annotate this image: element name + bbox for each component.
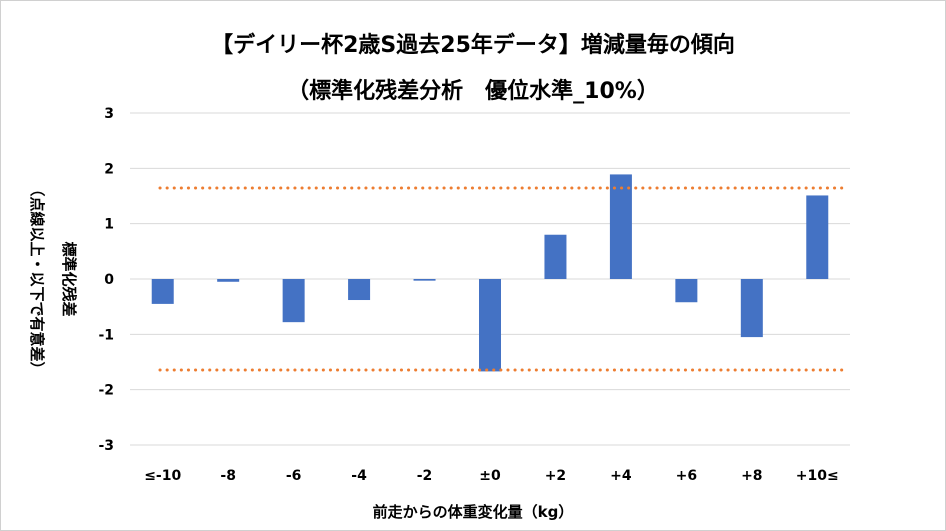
bar-8 [675,279,698,303]
y-tick-label: -1 [98,327,114,343]
x-tick-label: +4 [610,468,632,484]
x-tick-label: ±0 [479,468,501,484]
bar-4 [413,279,436,281]
bar-6 [544,234,567,279]
bar-9 [740,279,763,338]
chart-title: 【デイリー杯2歳S過去25年データ】増減量毎の傾向 [211,32,735,58]
x-tick-label: +2 [545,468,566,484]
x-tick-label: -2 [417,468,433,484]
y-axis-note: （点線以上・以下で有意差） [28,181,46,376]
x-axis-label: 前走からの体重変化量（kg） [373,503,574,521]
y-tick-label: -2 [98,383,114,399]
bar-0 [151,279,174,304]
bar-7 [609,174,632,279]
y-tick-label: 2 [104,161,114,177]
y-axis-label: 標準化残差 [60,241,78,316]
y-tick-label: -3 [98,438,114,454]
bar-5 [479,279,501,372]
y-tick-label: 1 [104,217,114,233]
bar-3 [348,279,371,301]
y-tick-label: 3 [104,106,114,122]
bar-2 [282,279,305,323]
x-tick-label: +10≤ [796,468,839,484]
y-tick-label: 0 [104,272,114,288]
chart-subtitle: （標準化残差分析 優位水準_10%） [287,78,659,104]
x-tick-label: -4 [351,468,367,484]
x-tick-label: +8 [741,468,762,484]
x-tick-label: -6 [286,468,302,484]
bar-10 [806,195,829,279]
bar-1 [217,279,240,282]
x-tick-label: -8 [220,468,236,484]
x-tick-label: ≤-10 [144,468,181,484]
x-tick-label: +6 [676,468,697,484]
